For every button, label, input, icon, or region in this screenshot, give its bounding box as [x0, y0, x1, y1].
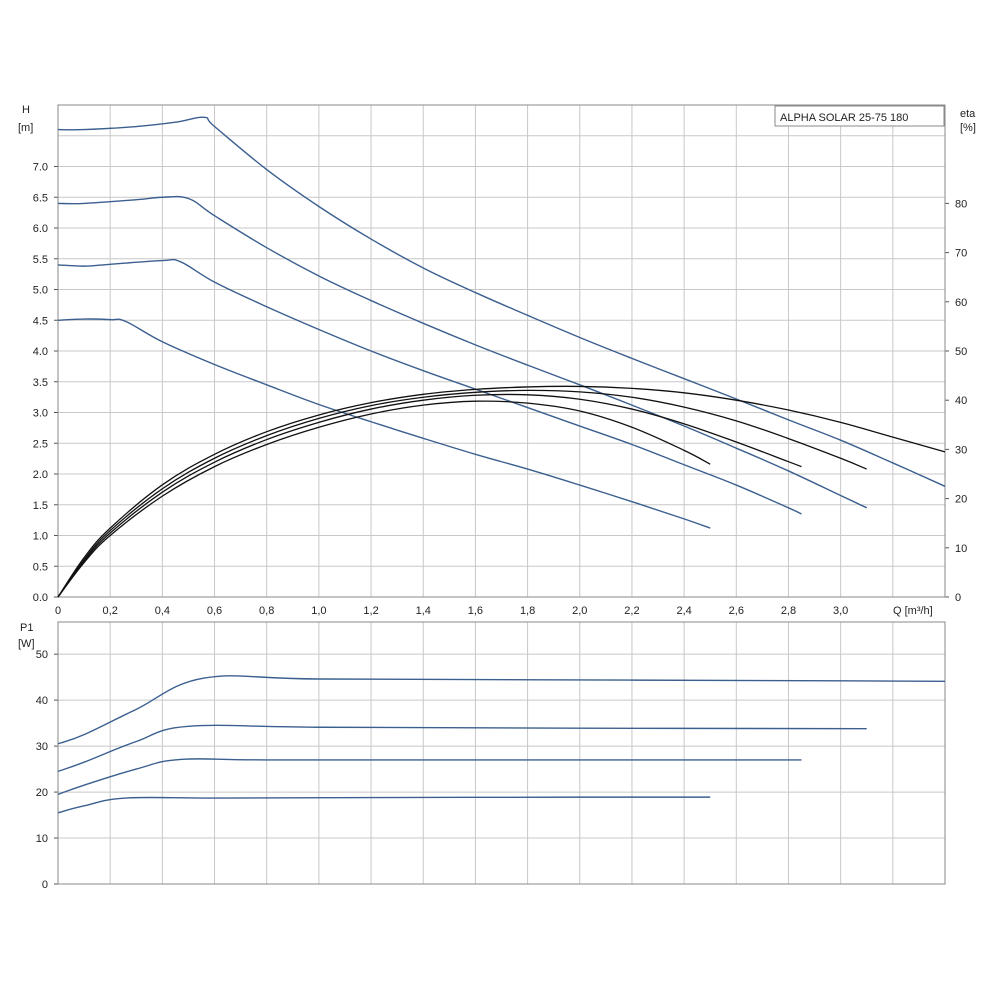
y2-tick-label: 10 [955, 543, 967, 555]
y-tick-label: 5.0 [33, 285, 48, 297]
x-tick-label: 0,8 [259, 605, 274, 617]
x-tick-label: 1,4 [416, 605, 431, 617]
y2-axis-unit: [%] [960, 122, 976, 134]
y-tick-label: 0.5 [33, 561, 48, 573]
y-tick-label: 5.5 [33, 254, 48, 266]
x-tick-label: 2,8 [781, 605, 796, 617]
title-box [774, 105, 945, 127]
chart-labels: H [m] eta [%] Q [m³/h] ALPHA SOLAR 25-75… [18, 104, 976, 650]
y2-tick-label: 40 [955, 395, 967, 407]
y-tick-label: 2.0 [33, 469, 48, 481]
x-tick-label: 2,6 [729, 605, 744, 617]
top-chart-series [57, 116, 946, 598]
x-tick-label: 0 [55, 605, 61, 617]
y2-tick-label: 30 [955, 444, 967, 456]
x-tick-label: 0,2 [103, 605, 118, 617]
head-curve-3 [57, 195, 868, 509]
x-tick-label: 2,2 [624, 605, 639, 617]
head-curve-1 [57, 318, 711, 529]
y-tick-label: 1.0 [33, 531, 48, 543]
p1-tick-label: 0 [42, 879, 48, 891]
p1-tick-label: 30 [36, 741, 48, 753]
efficiency-curve-7 [57, 389, 867, 598]
y-tick-label: 6.5 [33, 192, 48, 204]
x-tick-label: 1,0 [311, 605, 326, 617]
efficiency-curve-8 [57, 385, 946, 598]
x-tick-label: 1,8 [520, 605, 535, 617]
power-curve-3 [57, 724, 867, 773]
p1-tick-label: 40 [36, 695, 48, 707]
efficiency-curve-6 [57, 393, 802, 598]
efficiency-curve-5 [57, 400, 711, 598]
bottom-plot-frame [57, 621, 946, 885]
y-axis-name: H [22, 104, 30, 116]
p1-tick-label: 10 [36, 833, 48, 845]
head-curve-4 [57, 116, 946, 487]
head-curve-2 [57, 258, 802, 515]
y-axis-unit: [m] [18, 122, 33, 134]
bottom-chart-series [57, 675, 946, 814]
chart-title: ALPHA SOLAR 25-75 180 [780, 112, 908, 124]
p1-tick-label: 50 [36, 649, 48, 661]
top-plot-frame [57, 104, 946, 598]
power-curve-1 [57, 796, 711, 814]
p1-axis-name: P1 [20, 622, 33, 634]
y2-tick-label: 70 [955, 248, 967, 260]
x-axis-label: Q [m³/h] [893, 605, 933, 617]
y-tick-label: 3.5 [33, 377, 48, 389]
p1-axis-unit: [W] [18, 638, 35, 650]
x-tick-label: 1,6 [468, 605, 483, 617]
x-tick-label: 2,0 [572, 605, 587, 617]
y2-axis-name: eta [960, 108, 976, 120]
y-tick-label: 1.5 [33, 500, 48, 512]
y-tick-label: 0.0 [33, 592, 48, 604]
y2-tick-label: 0 [955, 592, 961, 604]
y-tick-label: 4.0 [33, 346, 48, 358]
x-tick-label: 2,4 [676, 605, 691, 617]
y-tick-label: 3.0 [33, 408, 48, 420]
y2-tick-label: 60 [955, 297, 967, 309]
top-chart-grid: 0 0,2 0,4 0,6 0,8 1,0 1,2 1,4 1,6 1,8 2,0 2,2 2,4 2,6… [33, 104, 967, 617]
y2-tick-label: 80 [955, 198, 967, 210]
x-tick-label: 0,6 [207, 605, 222, 617]
y2-tick-label: 20 [955, 494, 967, 506]
y-tick-label: 7.0 [33, 162, 48, 174]
bottom-chart-grid: 0 10 20 30 40 50 [36, 621, 946, 891]
power-curve-2 [57, 758, 802, 796]
x-tick-label: 1,2 [363, 605, 378, 617]
y2-tick-label: 50 [955, 346, 967, 358]
power-curve-4 [57, 675, 946, 745]
y-tick-label: 6.0 [33, 223, 48, 235]
x-tick-label: 3,0 [833, 605, 848, 617]
y-tick-label: 4.5 [33, 315, 48, 327]
y-tick-label: 2.5 [33, 438, 48, 450]
x-tick-label: 0,4 [155, 605, 170, 617]
p1-tick-label: 20 [36, 787, 48, 799]
